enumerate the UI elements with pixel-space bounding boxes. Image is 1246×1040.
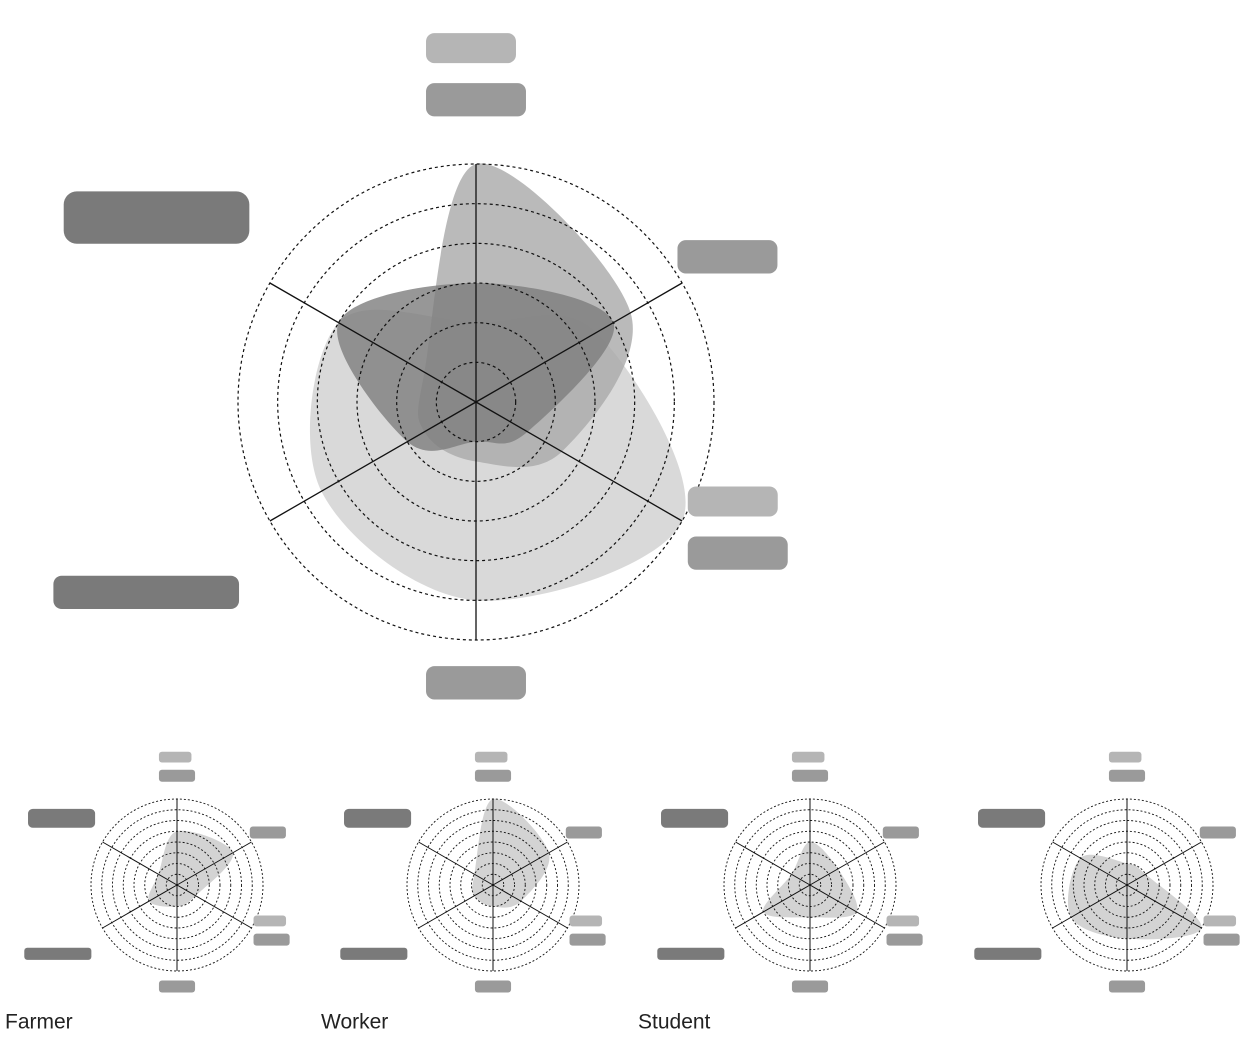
spoke xyxy=(1126,841,1202,886)
spoke xyxy=(176,841,252,886)
vehicle-icon xyxy=(158,769,196,782)
vehicle-icon xyxy=(253,915,287,927)
spoke xyxy=(269,401,477,522)
grid-ring xyxy=(460,852,526,918)
vehicle-icon xyxy=(426,83,526,117)
vehicle-icon xyxy=(426,666,526,700)
vehicle-icon xyxy=(344,808,412,828)
vehicle-icon xyxy=(974,947,1042,960)
grid-ring xyxy=(144,852,210,918)
spoke xyxy=(176,884,252,929)
vehicle-icon xyxy=(28,808,96,828)
grid-ring xyxy=(766,841,854,929)
spoke xyxy=(492,884,568,929)
spoke xyxy=(269,282,477,403)
vehicle-icon xyxy=(426,33,516,64)
vehicle-icon xyxy=(158,751,192,763)
vehicle-icon xyxy=(24,947,92,960)
vehicle-icon xyxy=(791,769,829,782)
spoke xyxy=(735,841,811,886)
grid-ring xyxy=(1051,809,1203,961)
vehicle-icon xyxy=(1203,915,1237,927)
grid-ring xyxy=(1094,852,1160,918)
vehicle-icon xyxy=(886,933,923,946)
vehicle-icon xyxy=(569,933,606,946)
vehicle-icon xyxy=(1108,980,1146,993)
vehicle-icon xyxy=(249,826,286,839)
vehicle-icon xyxy=(474,980,512,993)
spoke xyxy=(102,841,178,886)
vehicle-icon xyxy=(474,769,512,782)
vehicle-icon xyxy=(1108,751,1142,763)
spoke xyxy=(418,841,494,886)
spoke xyxy=(475,282,683,403)
grid-ring xyxy=(734,809,886,961)
spoke xyxy=(1126,884,1202,929)
vehicle-icon xyxy=(253,933,290,946)
vehicle-icon xyxy=(158,980,196,993)
grid-ring xyxy=(277,203,675,601)
grid-ring xyxy=(133,841,221,929)
spoke xyxy=(1052,884,1128,929)
spoke xyxy=(809,841,885,886)
grid-ring xyxy=(101,809,253,961)
grid-ring xyxy=(316,242,636,562)
vehicle-icon xyxy=(1199,826,1236,839)
vehicle-icon xyxy=(1203,933,1240,946)
vehicle-icon xyxy=(791,980,829,993)
grid-ring xyxy=(1083,841,1171,929)
vehicle-icon xyxy=(687,486,778,517)
chart-title: Student xyxy=(638,1011,711,1034)
vehicle-icon xyxy=(1108,769,1146,782)
spoke xyxy=(418,884,494,929)
spoke xyxy=(102,884,178,929)
radar-area xyxy=(472,798,550,908)
grid-ring xyxy=(449,841,537,929)
radar-area xyxy=(148,830,234,907)
spoke xyxy=(735,884,811,929)
vehicle-icon xyxy=(677,240,778,274)
chart-title: Farmer xyxy=(5,1011,73,1034)
vehicle-icon xyxy=(63,191,250,244)
radar-area xyxy=(1067,854,1202,940)
vehicle-icon xyxy=(978,808,1046,828)
vehicle-icon xyxy=(661,808,729,828)
vehicle-icon xyxy=(791,751,825,763)
spoke xyxy=(475,401,683,522)
vehicle-icon xyxy=(340,947,408,960)
vehicle-icon xyxy=(657,947,725,960)
spoke xyxy=(492,841,568,886)
vehicle-icon xyxy=(886,915,920,927)
vehicle-icon xyxy=(569,915,603,927)
grid-ring xyxy=(777,852,843,918)
vehicle-icon xyxy=(474,751,508,763)
vehicle-icon xyxy=(53,575,240,610)
chart-title: Worker xyxy=(321,1011,388,1034)
vehicle-icon xyxy=(565,826,602,839)
grid-ring xyxy=(417,809,569,961)
spoke xyxy=(1052,841,1128,886)
spoke xyxy=(809,884,885,929)
vehicle-icon xyxy=(882,826,919,839)
vehicle-icon xyxy=(687,536,788,570)
